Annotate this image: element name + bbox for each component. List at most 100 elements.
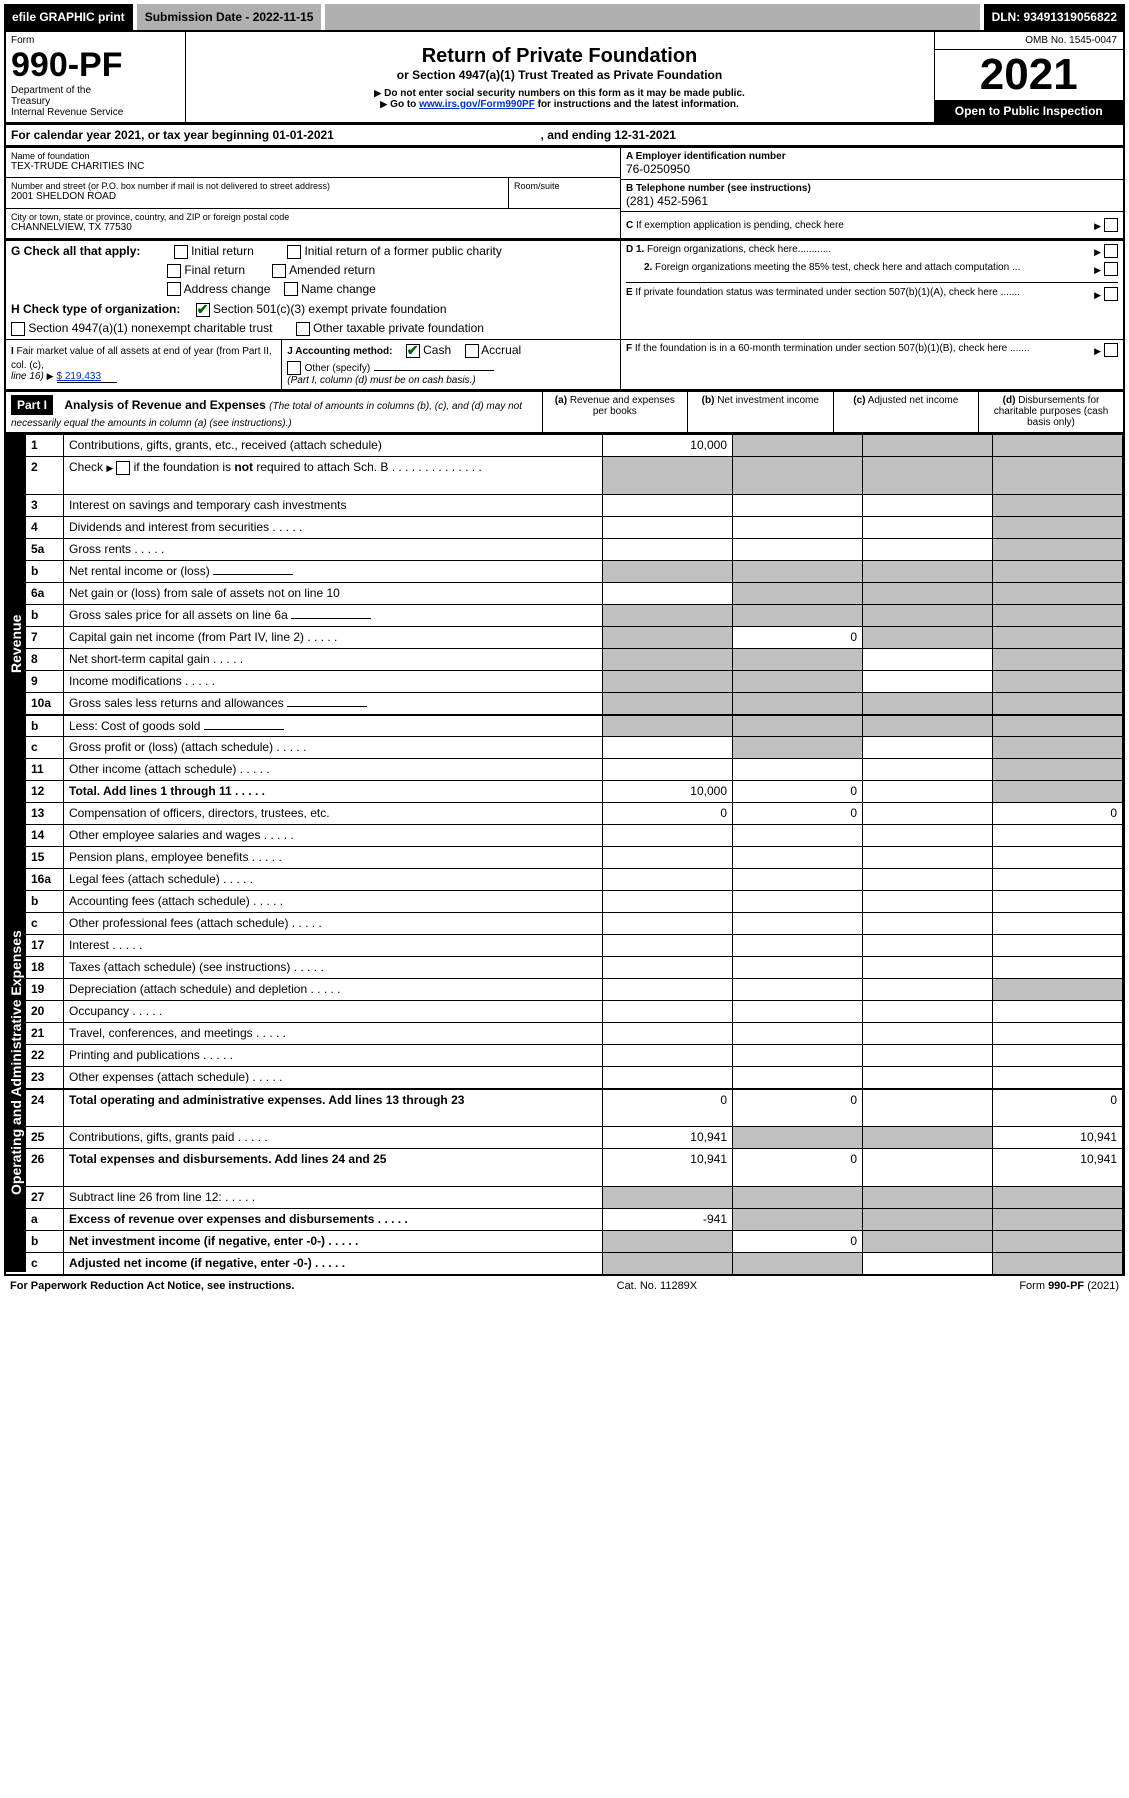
- row-text: Interest on savings and temporary cash i…: [64, 494, 603, 516]
- cell-a: [603, 516, 733, 538]
- cell-a: [603, 714, 733, 736]
- table-row: 23Other expenses (attach schedule) . . .…: [26, 1066, 1123, 1088]
- g-final-checkbox[interactable]: [167, 264, 181, 278]
- table-row: 26Total expenses and disbursements. Add …: [26, 1148, 1123, 1186]
- cell-b: [733, 1066, 863, 1088]
- cal-mid: , and ending: [541, 128, 615, 142]
- row-text: Subtract line 26 from line 12: . . . . .: [64, 1186, 603, 1208]
- j-accrual-checkbox[interactable]: [465, 344, 479, 358]
- col-b-pre: (b): [702, 395, 715, 406]
- cell-b: [733, 516, 863, 538]
- efile-print-button[interactable]: efile GRAPHIC print: [4, 4, 133, 30]
- j-cash-checkbox[interactable]: [406, 344, 420, 358]
- goto-pre: Go to: [390, 99, 419, 110]
- row-text: Gross rents . . . . .: [64, 538, 603, 560]
- row-text: Less: Cost of goods sold: [64, 714, 603, 736]
- cell-d: [993, 714, 1123, 736]
- cell-c: [863, 846, 993, 868]
- cell-b: [733, 912, 863, 934]
- table-row: 16aLegal fees (attach schedule) . . . . …: [26, 868, 1123, 890]
- g-initial-checkbox[interactable]: [174, 245, 188, 259]
- cell-d: [993, 1252, 1123, 1274]
- row-number: b: [26, 560, 64, 582]
- g-opt-4: Address change: [184, 282, 271, 296]
- cell-a: [603, 846, 733, 868]
- row-text: Compensation of officers, directors, tru…: [64, 802, 603, 824]
- h-4947-checkbox[interactable]: [11, 322, 25, 336]
- table-row: bNet investment income (if negative, ent…: [26, 1230, 1123, 1252]
- cal-end: 12-31-2021: [615, 128, 676, 142]
- footer-mid: Cat. No. 11289X: [617, 1280, 698, 1292]
- f-checkbox[interactable]: [1104, 343, 1118, 357]
- cell-a: [603, 692, 733, 714]
- g-opt-1: Initial return of a former public charit…: [304, 244, 501, 258]
- cell-c: [863, 1022, 993, 1044]
- table-row: 18Taxes (attach schedule) (see instructi…: [26, 956, 1123, 978]
- cell-c: [863, 780, 993, 802]
- g-amended-checkbox[interactable]: [272, 264, 286, 278]
- h-501c3-checkbox[interactable]: [196, 303, 210, 317]
- dept-line3: Internal Revenue Service: [11, 107, 180, 118]
- row-text: Net short-term capital gain . . . . .: [64, 648, 603, 670]
- cell-d: [993, 956, 1123, 978]
- top-bar: efile GRAPHIC print Submission Date - 20…: [4, 4, 1125, 30]
- row-number: 26: [26, 1148, 64, 1186]
- cell-d: [993, 978, 1123, 1000]
- tax-year: 2021: [935, 50, 1124, 100]
- row-number: c: [26, 1252, 64, 1274]
- g-name-checkbox[interactable]: [284, 282, 298, 296]
- row-number: 2: [26, 456, 64, 494]
- row-text: Total. Add lines 1 through 11 . . . . .: [64, 780, 603, 802]
- table-row: aExcess of revenue over expenses and dis…: [26, 1208, 1123, 1230]
- h-other-checkbox[interactable]: [296, 322, 310, 336]
- cell-a: 0: [603, 1088, 733, 1126]
- row-number: 19: [26, 978, 64, 1000]
- row-text: Occupancy . . . . .: [64, 1000, 603, 1022]
- row-text: Taxes (attach schedule) (see instruction…: [64, 956, 603, 978]
- c-checkbox[interactable]: [1104, 218, 1118, 232]
- cell-d: [993, 824, 1123, 846]
- cell-d: [993, 692, 1123, 714]
- cell-b: [733, 824, 863, 846]
- cell-a: [603, 934, 733, 956]
- row-number: 7: [26, 626, 64, 648]
- cell-c: [863, 604, 993, 626]
- cell-a: [603, 868, 733, 890]
- cell-d: [993, 846, 1123, 868]
- cell-c: [863, 934, 993, 956]
- row-text: Other income (attach schedule) . . . . .: [64, 758, 603, 780]
- part1-header: Part I Analysis of Revenue and Expenses …: [4, 391, 1125, 434]
- row-text: Other professional fees (attach schedule…: [64, 912, 603, 934]
- cell-d: 10,941: [993, 1126, 1123, 1148]
- irs-link[interactable]: www.irs.gov/Form990PF: [419, 99, 535, 110]
- cell-b: [733, 1186, 863, 1208]
- cell-d: [993, 934, 1123, 956]
- i-value[interactable]: $ 219,433: [57, 371, 117, 383]
- row-text: Total expenses and disbursements. Add li…: [64, 1148, 603, 1186]
- f-label: F If the foundation is in a 60-month ter…: [626, 343, 1094, 357]
- row-number: a: [26, 1208, 64, 1230]
- j-label: J Accounting method:: [287, 346, 392, 357]
- row-number: b: [26, 1230, 64, 1252]
- city-value: CHANNELVIEW, TX 77530: [11, 222, 615, 233]
- cell-a: [603, 824, 733, 846]
- city-label: City or town, state or province, country…: [11, 212, 615, 222]
- cell-c: [863, 802, 993, 824]
- table-row: 10aGross sales less returns and allowanc…: [26, 692, 1123, 714]
- j-other-checkbox[interactable]: [287, 361, 301, 375]
- d2-checkbox[interactable]: [1104, 262, 1118, 276]
- schb-checkbox[interactable]: [116, 461, 130, 475]
- g-address-checkbox[interactable]: [167, 282, 181, 296]
- row-text: Contributions, gifts, grants, etc., rece…: [64, 434, 603, 456]
- form-title: Return of Private Foundation: [191, 45, 929, 68]
- row-text: Pension plans, employee benefits . . . .…: [64, 846, 603, 868]
- row-text: Adjusted net income (if negative, enter …: [64, 1252, 603, 1274]
- col-a-pre: (a): [555, 395, 567, 406]
- cell-b: 0: [733, 802, 863, 824]
- cell-b: [733, 978, 863, 1000]
- d2-label: 2. Foreign organizations meeting the 85%…: [626, 262, 1094, 276]
- cell-b: [733, 1208, 863, 1230]
- e-checkbox[interactable]: [1104, 287, 1118, 301]
- g-initial-former-checkbox[interactable]: [287, 245, 301, 259]
- d1-checkbox[interactable]: [1104, 244, 1118, 258]
